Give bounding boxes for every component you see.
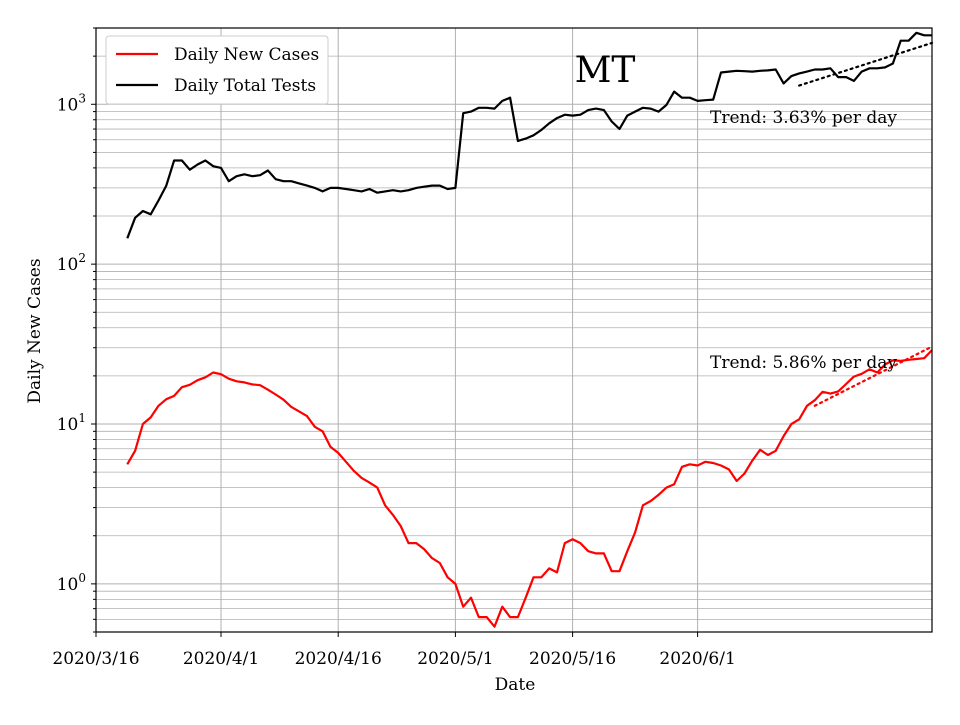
trend-layer: Trend: 3.63% per day Trend: 5.86% per day <box>710 41 934 407</box>
y-tick-label: 102 <box>57 251 86 275</box>
trend-label: Trend: 3.63% per day <box>710 108 897 128</box>
x-tick-label: 2020/4/1 <box>183 649 259 669</box>
y-tick-exponent: 1 <box>78 411 86 425</box>
grid-layer <box>95 27 932 633</box>
legend: Daily New Cases Daily Total Tests <box>105 35 329 105</box>
legend-box <box>105 35 329 105</box>
x-tick-label: 2020/5/1 <box>417 649 493 669</box>
y-tick-base: 10 <box>57 575 79 595</box>
trend-line <box>798 41 934 87</box>
y-tick-exponent: 3 <box>78 91 86 105</box>
x-tick-label: 2020/6/1 <box>659 649 735 669</box>
y-tick-base: 10 <box>57 415 79 435</box>
series-layer <box>126 31 933 628</box>
x-tick-label: 2020/5/16 <box>529 649 616 669</box>
legend-label-daily-new-cases: Daily New Cases <box>174 45 319 65</box>
x-axis-label: Date <box>495 675 536 695</box>
series-line-daily-new-cases <box>126 349 933 628</box>
y-tick-exponent: 0 <box>78 571 86 585</box>
legend-label-daily-total-tests: Daily Total Tests <box>174 76 316 96</box>
y-tick-label: 101 <box>57 411 86 435</box>
y-tick-label: 103 <box>57 91 86 115</box>
x-tick-label: 2020/3/16 <box>52 649 139 669</box>
y-axis-label: Daily New Cases <box>25 258 45 403</box>
trend-line <box>813 345 934 407</box>
y-tick-label: 100 <box>57 571 86 595</box>
y-tick-base: 10 <box>57 255 79 275</box>
y-tick-exponent: 2 <box>78 251 86 265</box>
series-line-daily-total-tests <box>126 31 932 239</box>
trend-label: Trend: 5.86% per day <box>710 353 897 373</box>
plot-frame <box>95 27 933 633</box>
x-tick-label: 2020/4/16 <box>295 649 382 669</box>
chart-title: MT <box>575 50 636 91</box>
y-tick-base: 10 <box>57 95 79 115</box>
